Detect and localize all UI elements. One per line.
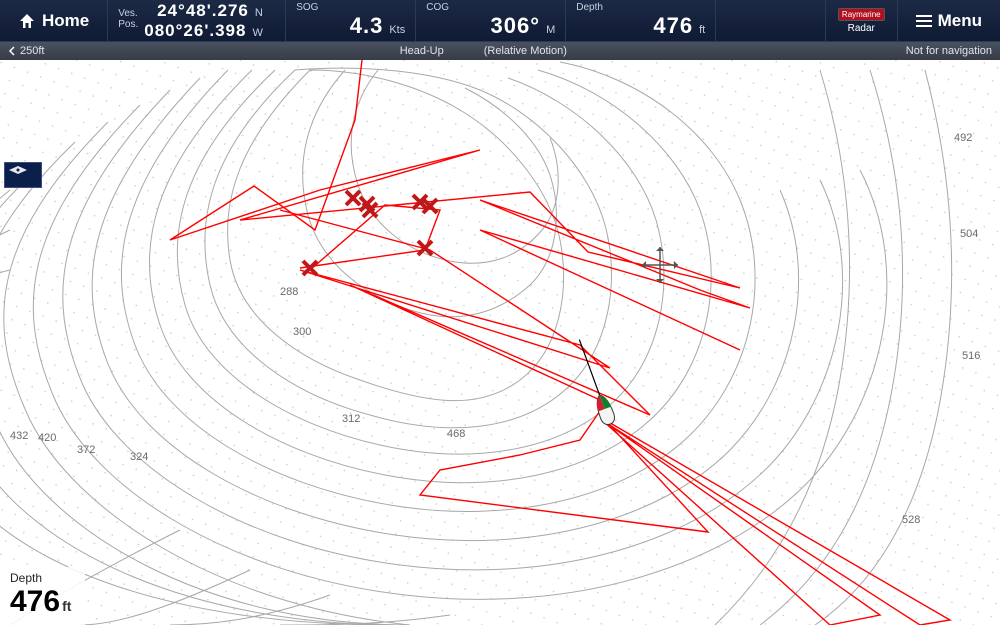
pos-label-1: Ves. — [118, 8, 138, 19]
menu-button[interactable]: Menu — [897, 0, 1000, 41]
scale-value: 250ft — [20, 45, 44, 57]
depth-sounding: 288 — [280, 286, 298, 298]
home-icon — [18, 13, 36, 29]
compass-toggle[interactable] — [4, 162, 42, 188]
latitude: 24°48'.276 — [157, 1, 249, 21]
sog-unit: Kts — [389, 24, 405, 36]
home-label: Home — [42, 11, 89, 31]
depth-sounding: 492 — [954, 132, 972, 144]
depth-sounding: 420 — [38, 432, 56, 444]
position-cell: Ves. Pos. 24°48'.276 N 080°26'.398 W — [108, 0, 286, 41]
cog-value: 306° — [491, 13, 541, 39]
motion-mode: (Relative Motion) — [484, 45, 567, 57]
cog-label: COG — [426, 2, 555, 13]
depth-overlay-value: 476 — [10, 585, 60, 618]
radar-brand: Raymarine — [838, 8, 885, 21]
depth-overlay-label: Depth — [10, 571, 71, 585]
nav-warning: Not for navigation — [906, 45, 992, 57]
depth-sounding: 432 — [10, 430, 28, 442]
depth-sounding: 468 — [447, 428, 465, 440]
sog-cell: SOG 4.3 Kts — [286, 0, 416, 41]
depth-unit: ft — [699, 24, 705, 36]
menu-icon — [916, 14, 932, 28]
cog-cell: COG 306° M — [416, 0, 566, 41]
longitude: 080°26'.398 — [144, 21, 246, 41]
depth-overlay: Depth 476ft — [0, 567, 85, 625]
radar-label: Radar — [848, 23, 875, 34]
depth-sounding: 324 — [130, 451, 148, 463]
scale-indicator: 250ft — [8, 45, 44, 57]
lon-dir: W — [252, 27, 262, 39]
depth-cell: Depth 476 ft — [566, 0, 716, 41]
chart-area[interactable]: 288 300 312 324 372 420 432 468 492 504 516 528 Dep… — [0, 60, 1000, 625]
depth-sounding: 504 — [960, 228, 978, 240]
home-button[interactable]: Home — [0, 0, 108, 41]
depth-value: 476 — [653, 13, 693, 39]
depth-sounding: 516 — [962, 350, 980, 362]
menu-label: Menu — [938, 11, 982, 31]
pos-label-2: Pos. — [118, 19, 138, 30]
chart-canvas — [0, 60, 1000, 625]
orientation-mode: Head-Up — [400, 45, 444, 57]
depth-sounding: 372 — [77, 444, 95, 456]
cog-unit: M — [546, 24, 555, 36]
depth-sounding: 312 — [342, 413, 360, 425]
depth-sounding: 300 — [293, 326, 311, 338]
radar-cell[interactable]: Raymarine Radar — [825, 0, 897, 41]
chevron-left-icon — [8, 46, 16, 56]
depth-label: Depth — [576, 2, 705, 13]
depth-overlay-unit: ft — [62, 598, 71, 614]
sog-value: 4.3 — [350, 13, 384, 39]
compass-icon — [5, 163, 31, 177]
sub-bar: 250ft Head-Up (Relative Motion) Not for … — [0, 42, 1000, 60]
lat-dir: N — [255, 7, 263, 19]
top-bar: Home Ves. Pos. 24°48'.276N 080°26'.398W … — [0, 0, 1000, 42]
sog-label: SOG — [296, 2, 405, 13]
depth-sounding: 528 — [902, 514, 920, 526]
